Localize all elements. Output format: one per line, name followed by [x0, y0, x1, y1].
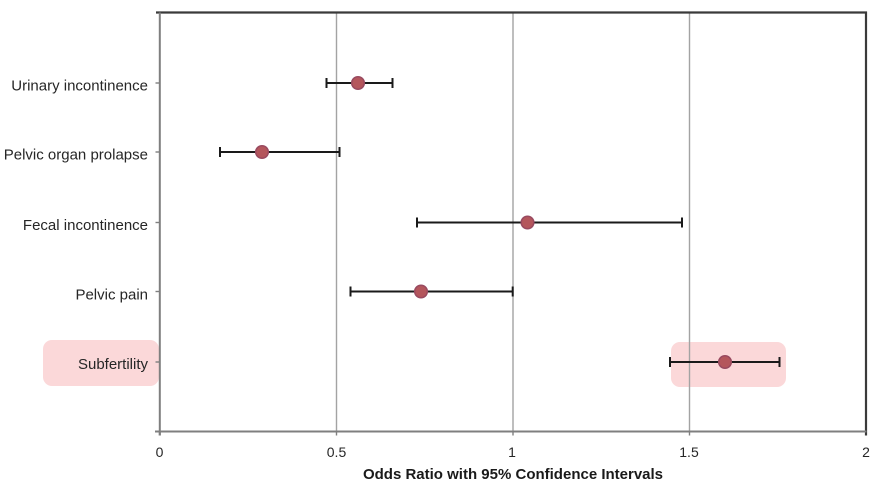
svg-text:Pelvic organ prolapse: Pelvic organ prolapse: [4, 147, 148, 164]
svg-text:Pelvic pain: Pelvic pain: [75, 287, 148, 304]
svg-text:Urinary incontinence: Urinary incontinence: [11, 78, 148, 95]
svg-text:0.5: 0.5: [327, 444, 347, 460]
svg-text:0: 0: [156, 444, 164, 460]
svg-text:2: 2: [862, 444, 870, 460]
svg-text:1: 1: [508, 444, 516, 460]
svg-text:Subfertility: Subfertility: [78, 356, 149, 373]
svg-text:Fecal incontinence: Fecal incontinence: [23, 217, 148, 234]
svg-text:1.5: 1.5: [679, 444, 699, 460]
svg-text:Odds Ratio with 95% Confidence: Odds Ratio with 95% Confidence Intervals: [363, 466, 663, 483]
